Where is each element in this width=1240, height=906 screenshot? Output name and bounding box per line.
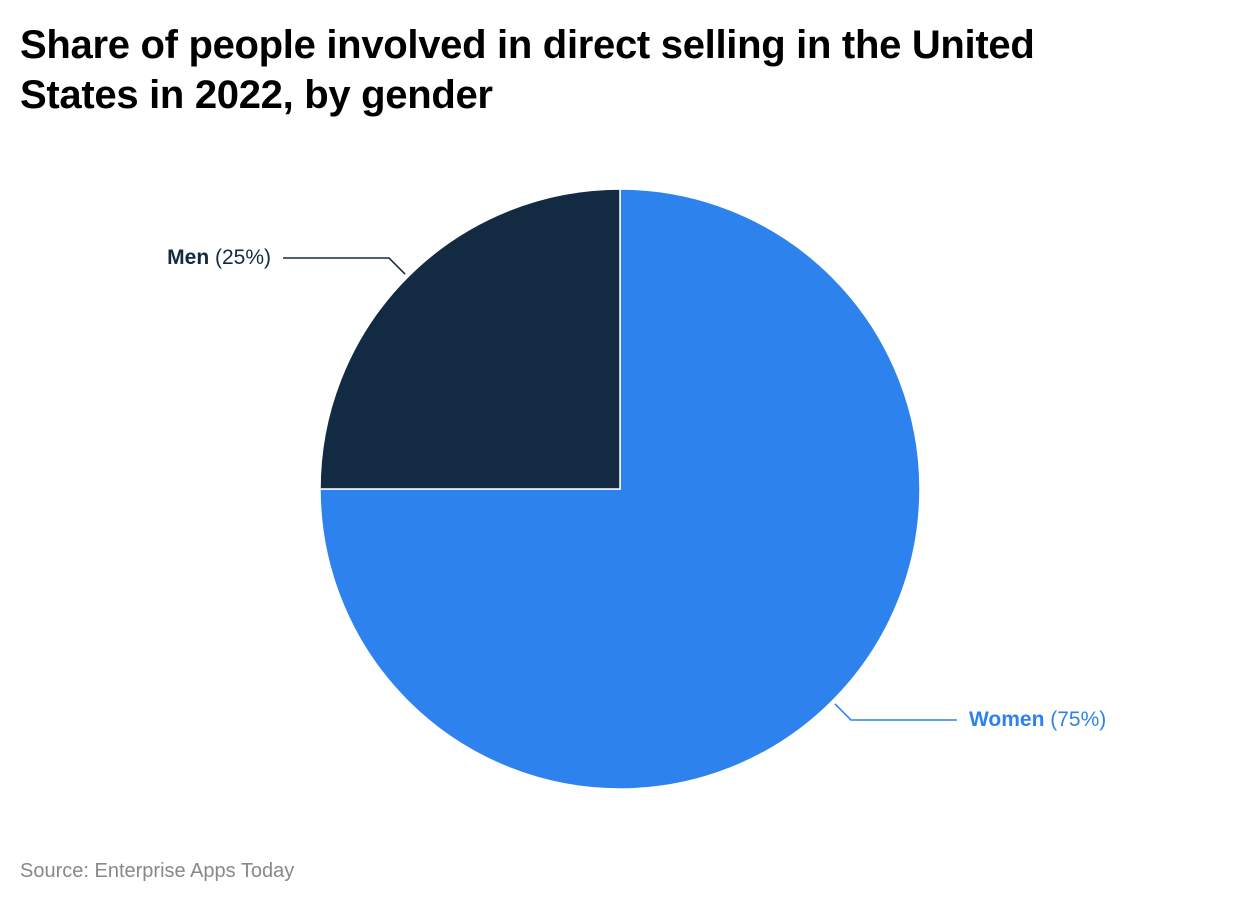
slice-value: (75%) xyxy=(1050,708,1106,731)
slice-label: Men (25%) xyxy=(167,246,271,269)
source: Source: Enterprise Apps Today xyxy=(20,860,295,882)
chart-title: Share of people involved in direct selli… xyxy=(20,23,1035,117)
leader-line xyxy=(283,257,406,275)
slice-name: Men xyxy=(167,246,209,269)
leader-line xyxy=(834,703,957,721)
slice-value: (25%) xyxy=(215,246,271,269)
slice-name: Women xyxy=(969,708,1044,731)
pie-slice xyxy=(319,188,921,790)
pie-slice xyxy=(319,188,621,490)
slice-label: Women (75%) xyxy=(969,708,1106,731)
